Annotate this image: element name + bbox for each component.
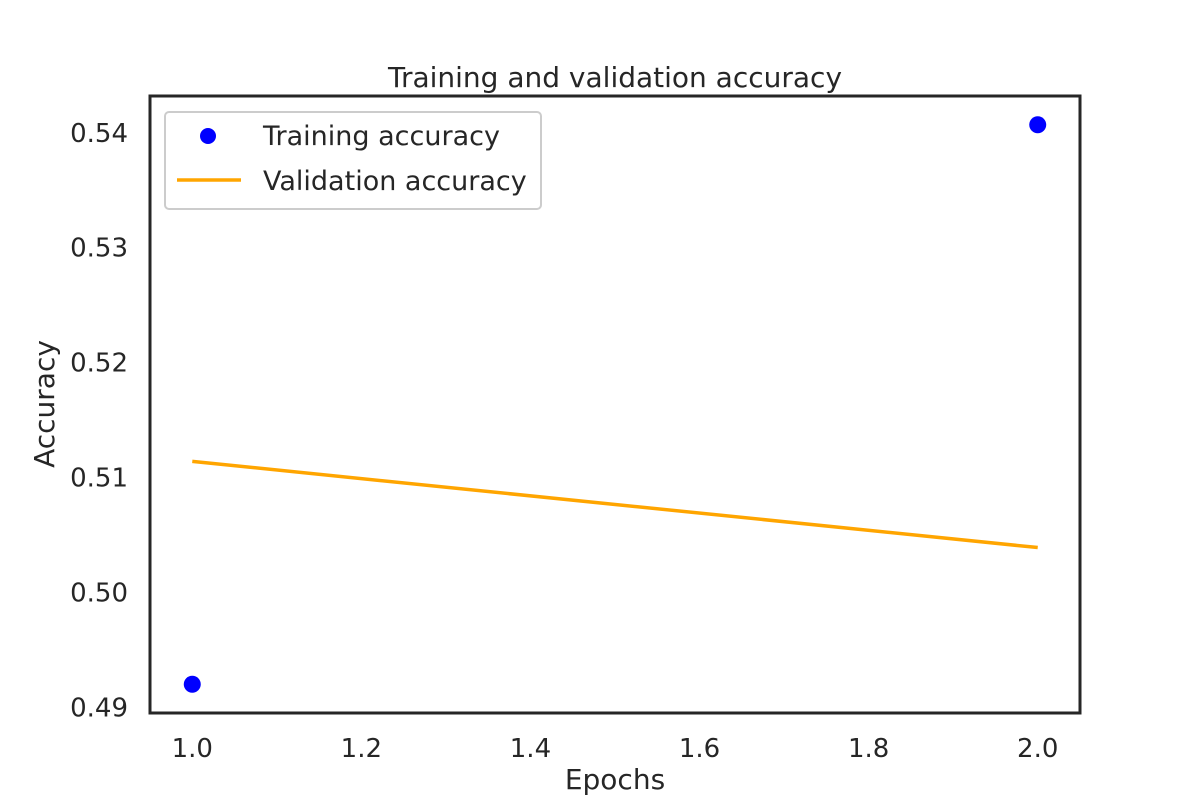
x-axis-label: Epochs	[565, 763, 665, 796]
y-tick-label: 0.51	[70, 463, 128, 493]
legend-label-training: Training accuracy	[262, 121, 500, 152]
chart-title: Training and validation accuracy	[387, 61, 842, 94]
x-tick-label: 2.0	[1017, 734, 1058, 764]
y-axis: 0.49 0.50 0.51 0.52 0.53 0.54	[70, 119, 128, 723]
x-tick-label: 1.6	[679, 734, 720, 764]
y-tick-label: 0.54	[70, 119, 128, 149]
training-accuracy-point	[1029, 116, 1047, 134]
plot-area	[148, 94, 1082, 715]
legend-marker-training	[200, 128, 216, 144]
legend-label-validation: Validation accuracy	[263, 166, 527, 197]
y-tick-label: 0.50	[70, 578, 128, 608]
legend-box	[164, 111, 542, 210]
x-axis: 1.0 1.2 1.4 1.6 1.8 2.0	[172, 734, 1059, 764]
y-tick-label: 0.49	[70, 693, 128, 723]
plot-series	[183, 116, 1047, 693]
validation-accuracy-line	[192, 459, 1038, 550]
y-tick-label: 0.53	[70, 234, 128, 264]
legend: Training accuracy Validation accuracy	[164, 111, 542, 210]
y-tick-label: 0.52	[70, 349, 128, 379]
training-accuracy-point	[183, 675, 201, 693]
x-tick-label: 1.4	[510, 734, 551, 764]
y-axis-label: Accuracy	[28, 340, 61, 468]
x-tick-label: 1.2	[341, 734, 382, 764]
x-tick-label: 1.8	[848, 734, 889, 764]
x-tick-label: 1.0	[172, 734, 213, 764]
